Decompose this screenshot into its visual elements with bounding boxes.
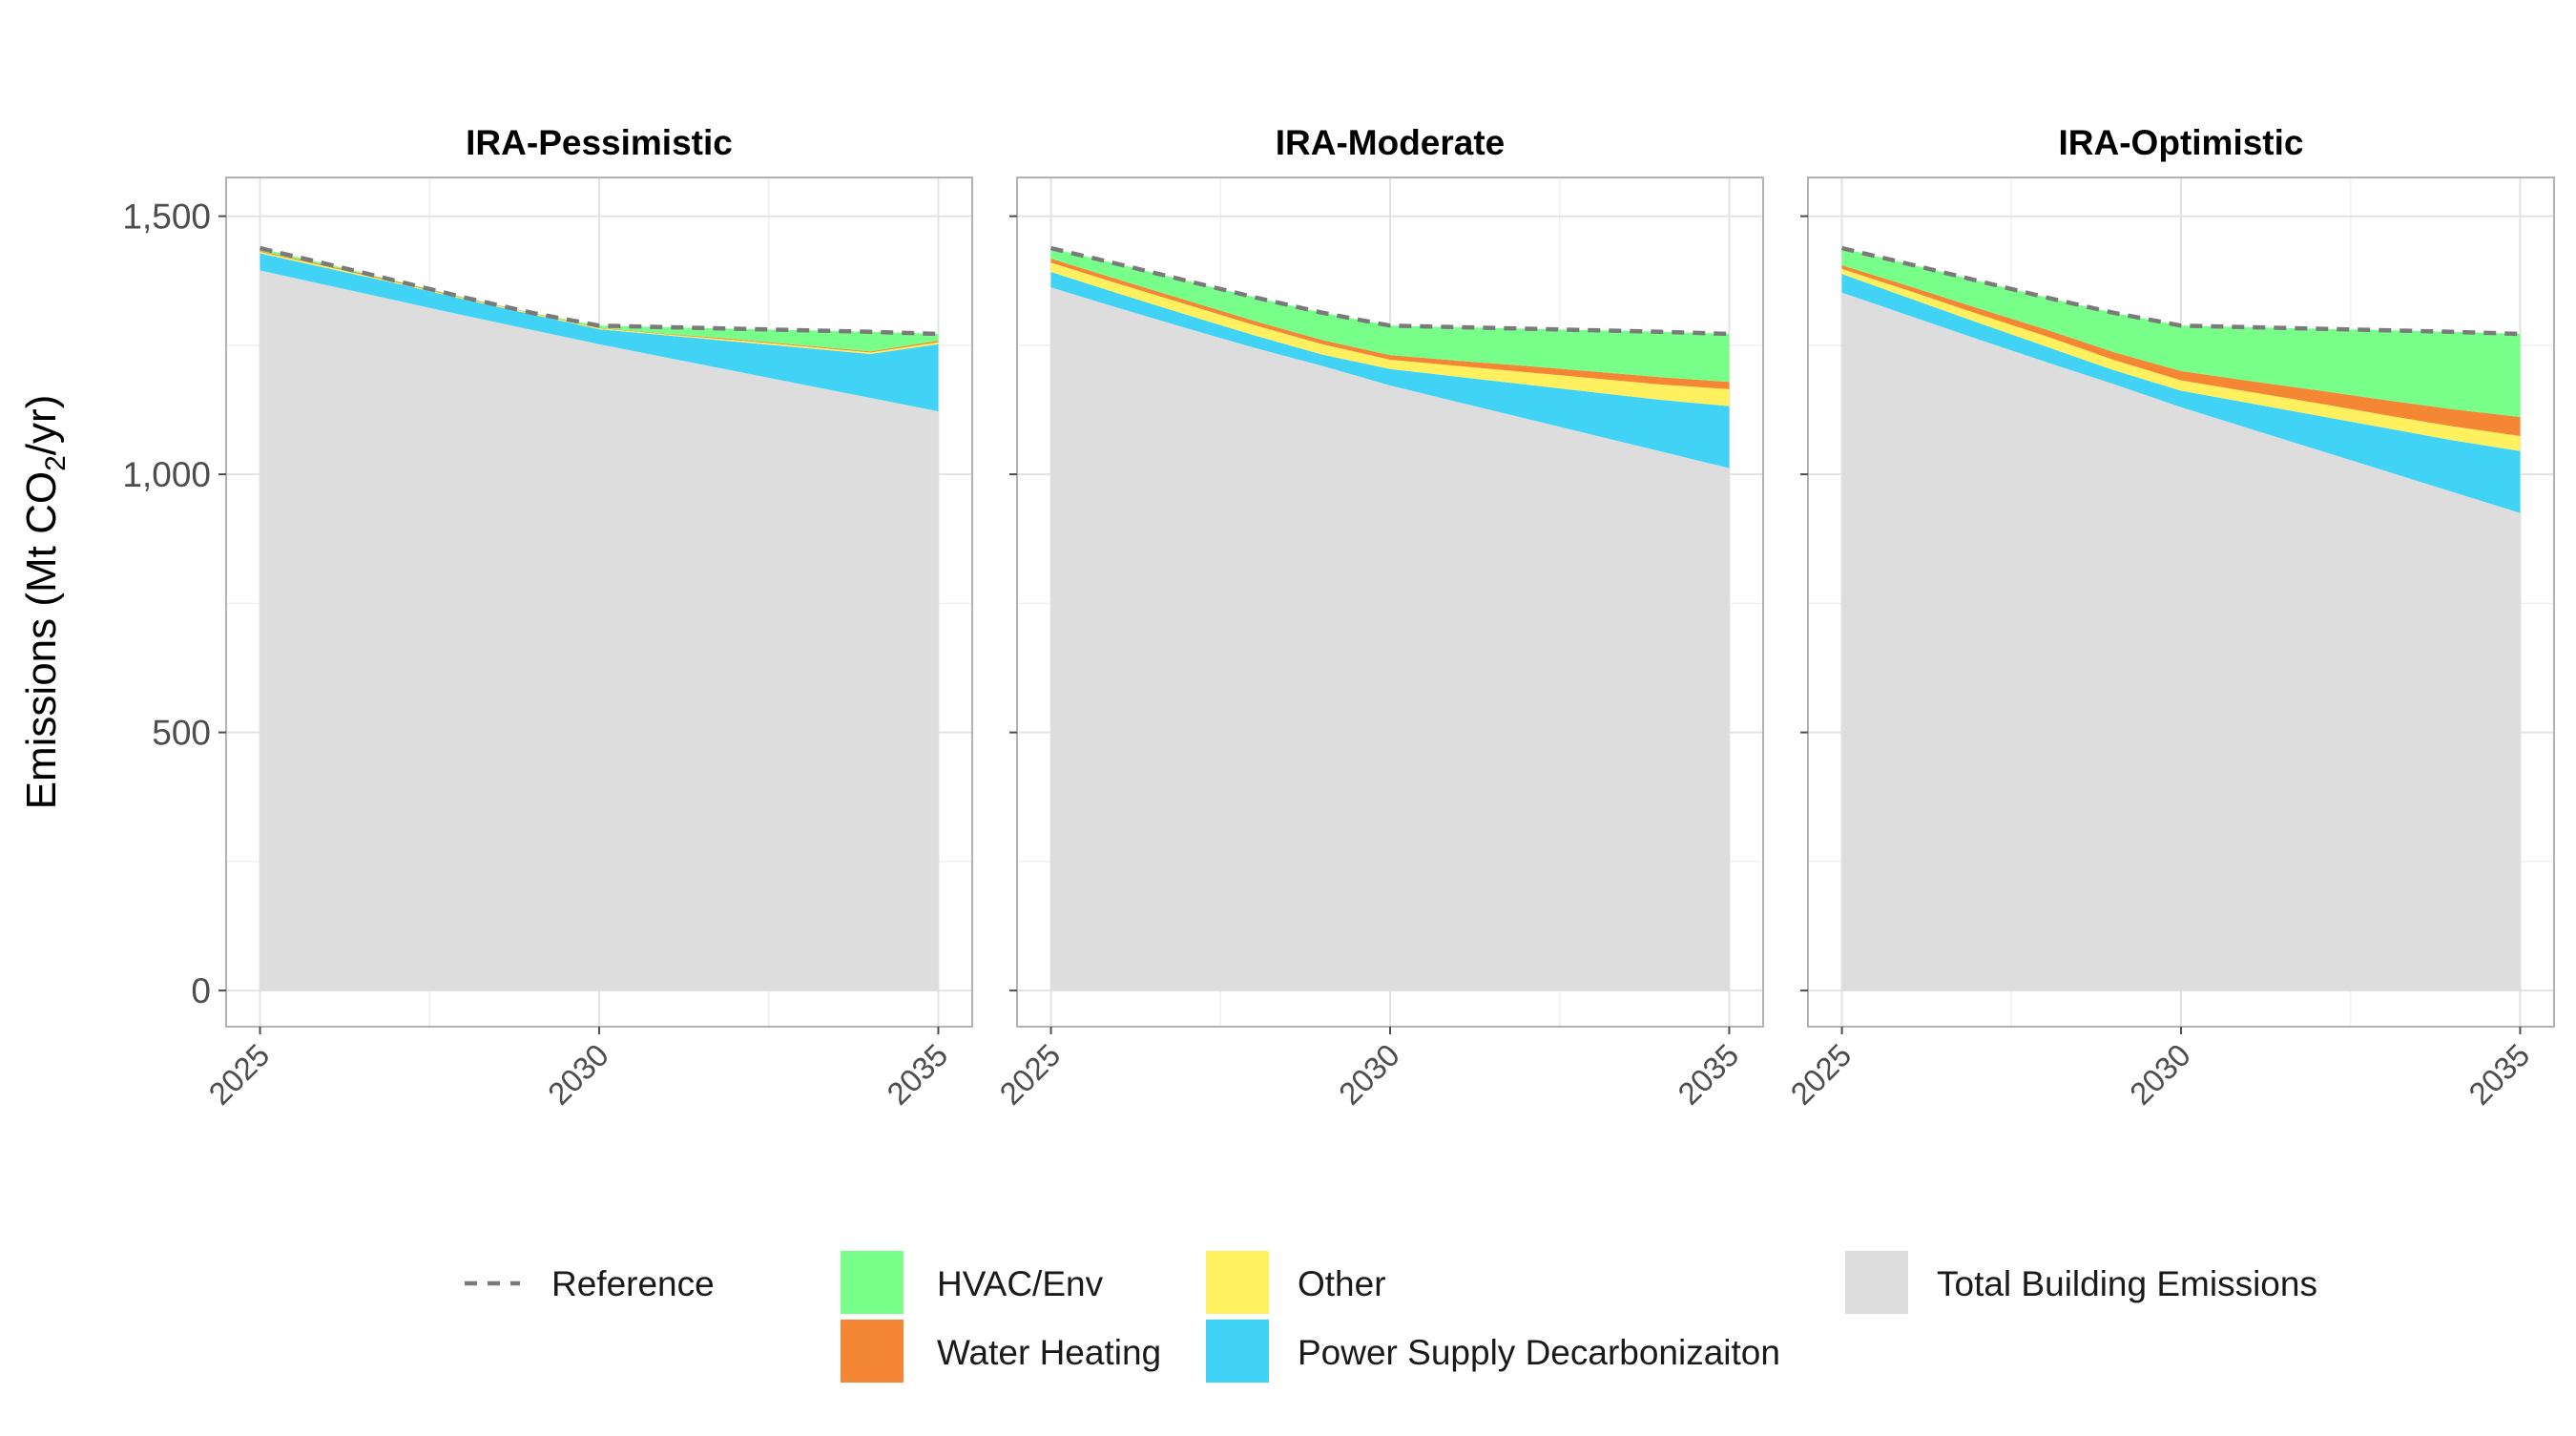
legend-water-label: Water Heating [937,1333,1161,1372]
reference-line [1050,245,1730,337]
y-axis-title-subscript: 2 [40,455,72,471]
y-axis-title-part: Emissions (Mt CO [18,471,65,809]
panel-title: IRA-Pessimistic [466,123,733,162]
area-other [1050,262,1730,406]
x-tick-label: 2030 [1332,1037,1406,1112]
y-tick-label: 500 [152,714,211,753]
reference-line [260,245,939,337]
area-total [1841,292,2521,991]
area-power [1050,272,1730,468]
legend: Reference HVAC/Env Water Heating Other Power… [465,1251,2317,1383]
x-tick-label: 2035 [2462,1037,2536,1112]
area-power [1841,274,2521,513]
x-tick-label: 2025 [992,1037,1067,1112]
area-total [1050,287,1730,991]
y-axis-title-part: /yr) [18,395,65,456]
x-tick-label: 2025 [201,1037,276,1112]
reference-line [1841,245,2521,337]
legend-water-swatch [841,1320,904,1383]
x-tick-label: 2030 [541,1037,615,1112]
y-tick-label: 0 [191,971,211,1010]
legend-other-swatch [1206,1251,1269,1314]
panel-2: IRA-Optimistic 2025 2030 2035 [1783,123,2555,1112]
area-hvac [1050,248,1730,383]
legend-other-label: Other [1298,1264,1386,1303]
x-tick-label: 2025 [1783,1037,1858,1112]
legend-power-swatch [1206,1320,1269,1383]
area-total [260,270,939,991]
area-water [1841,264,2521,437]
x-tick-label: 2030 [2123,1037,2197,1112]
x-tick-label: 2035 [1671,1037,1745,1112]
legend-total-swatch [1845,1251,1908,1314]
legend-hvac-swatch [841,1251,904,1314]
legend-total-label: Total Building Emissions [1937,1264,2317,1303]
x-tick-label: 2035 [880,1037,954,1112]
panel-0: IRA-Pessimistic 2025 2030 2035 0 500 1,000 1,50… [122,123,973,1112]
legend-reference-label: Reference [551,1264,715,1303]
panel-1: IRA-Moderate 2025 2030 2035 [992,123,1764,1112]
panel-title: IRA-Optimistic [2059,123,2304,162]
area-other [1841,268,2521,451]
legend-power-label: Power Supply Decarbonizaiton [1298,1333,1780,1372]
y-tick-label: 1,000 [122,455,211,494]
area-hvac [260,248,939,352]
panel-title: IRA-Moderate [1276,123,1506,162]
area-power [260,253,939,412]
legend-hvac-label: HVAC/Env [937,1264,1104,1303]
y-axis-title: Emissions (Mt CO2/yr) [18,395,72,810]
y-tick-label: 1,500 [122,198,211,237]
